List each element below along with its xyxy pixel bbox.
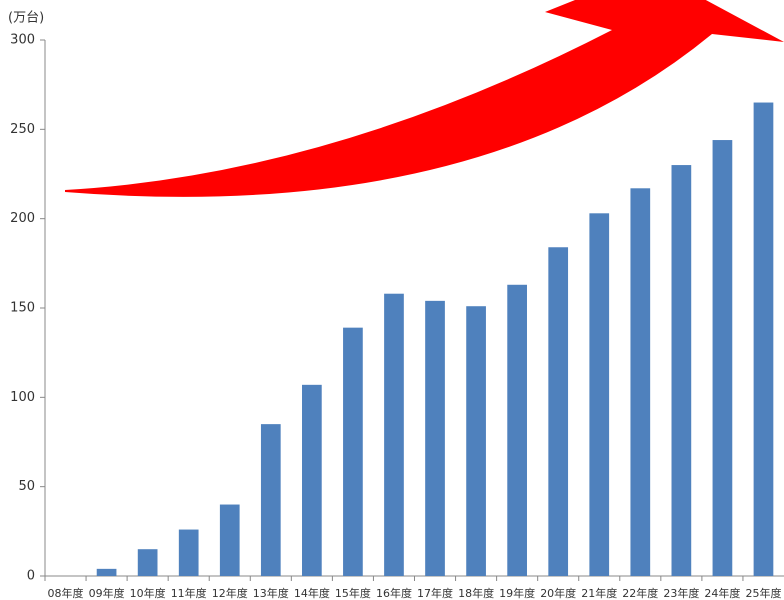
bar bbox=[548, 247, 569, 576]
bar bbox=[753, 102, 774, 577]
bar bbox=[466, 306, 486, 576]
y-tick-label: 100 bbox=[10, 390, 35, 405]
x-tick-label: 22年度 bbox=[622, 586, 658, 600]
x-tick-label: 09年度 bbox=[89, 586, 125, 600]
y-tick-label: 200 bbox=[10, 211, 35, 226]
x-tick-label: 18年度 bbox=[458, 586, 494, 600]
y-tick-label: 300 bbox=[10, 33, 35, 48]
trend-arrow bbox=[65, 0, 784, 197]
bar bbox=[219, 504, 240, 576]
x-tick-label: 25年度 bbox=[745, 586, 781, 600]
x-tick-label: 19年度 bbox=[499, 586, 535, 600]
x-tick-label: 21年度 bbox=[581, 586, 617, 600]
bar bbox=[507, 284, 527, 576]
x-tick-label: 08年度 bbox=[48, 586, 84, 600]
bar bbox=[630, 188, 651, 576]
y-axis-label: (万台) bbox=[8, 11, 44, 26]
bar bbox=[671, 165, 692, 577]
x-tick-label: 24年度 bbox=[704, 586, 740, 600]
x-tick-label: 12年度 bbox=[212, 586, 248, 600]
x-tick-label: 20年度 bbox=[540, 586, 576, 600]
bar bbox=[589, 213, 610, 576]
x-tick-label: 11年度 bbox=[171, 586, 207, 600]
bar bbox=[178, 529, 199, 576]
bar bbox=[425, 300, 445, 576]
bar bbox=[260, 424, 281, 576]
x-tick-label: 16年度 bbox=[376, 586, 412, 600]
y-tick-label: 0 bbox=[27, 569, 35, 584]
bar bbox=[137, 549, 158, 576]
x-tick-label: 23年度 bbox=[663, 586, 699, 600]
x-tick-label: 15年度 bbox=[335, 586, 371, 600]
x-tick-label: 17年度 bbox=[417, 586, 453, 600]
bar bbox=[712, 140, 733, 576]
y-tick-label: 250 bbox=[10, 122, 35, 137]
x-tick-label: 13年度 bbox=[253, 586, 289, 600]
x-tick-label: 14年度 bbox=[294, 586, 330, 600]
bar bbox=[96, 568, 117, 576]
bar bbox=[384, 293, 404, 576]
y-tick-label: 150 bbox=[10, 301, 35, 316]
bar bbox=[343, 327, 363, 576]
bar bbox=[302, 384, 322, 576]
x-tick-label: 10年度 bbox=[130, 586, 166, 600]
y-tick-label: 50 bbox=[18, 479, 35, 494]
